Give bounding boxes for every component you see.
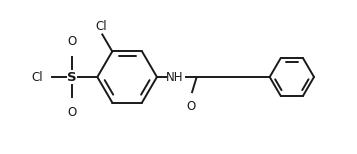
- Text: S: S: [67, 71, 77, 83]
- Text: O: O: [67, 35, 77, 48]
- Text: O: O: [67, 106, 77, 119]
- Text: Cl: Cl: [31, 71, 43, 83]
- Text: Cl: Cl: [95, 20, 107, 33]
- Text: NH: NH: [166, 71, 183, 83]
- Text: O: O: [186, 100, 195, 113]
